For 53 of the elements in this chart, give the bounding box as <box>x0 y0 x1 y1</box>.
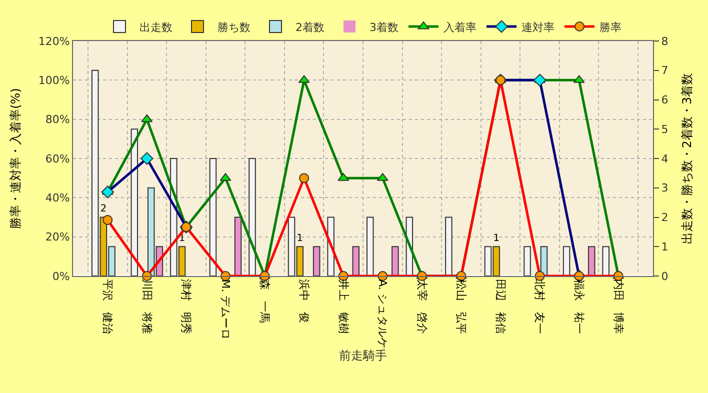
y-tick-label: 0% <box>52 270 70 283</box>
x-tick-label: 森 一馬 <box>258 279 272 324</box>
x-tick-label: 浜中 俊 <box>297 279 310 324</box>
x-tick-label: A. シュタルケ <box>376 279 390 349</box>
x-tick-label: 松山 弘平 <box>454 279 468 334</box>
x-tick-label: 内田 博幸 <box>612 279 625 334</box>
x-tick-label: 川田 将雅 <box>140 279 154 334</box>
y2-tick-label: 8 <box>661 34 668 48</box>
legend-label: 勝ち数 <box>218 20 250 34</box>
y-tick-label: 100% <box>38 74 70 88</box>
data-label: 1 <box>296 232 304 244</box>
bar <box>312 246 320 276</box>
legend-label: 勝率 <box>600 20 622 34</box>
x-tick-label: 太宰 啓介 <box>415 279 428 334</box>
y2-tick-label: 1 <box>661 240 668 254</box>
bar <box>602 246 610 276</box>
x-tick-label: 田辺 裕信 <box>494 279 507 334</box>
bar <box>366 216 374 276</box>
y-tick-label: 120% <box>38 34 70 48</box>
bar <box>392 246 399 276</box>
y2-tick-label: 4 <box>661 152 668 166</box>
y2-tick-label: 2 <box>661 211 668 224</box>
x-tick-label: 北村 友一 <box>533 279 546 334</box>
x-axis-title: 前走騎手 <box>339 348 387 363</box>
y2-tick-label: 7 <box>661 64 668 78</box>
legend-label: 3着数 <box>370 20 398 34</box>
bar <box>588 246 596 276</box>
bar <box>562 246 570 276</box>
x-tick-label: 井上 敏樹 <box>336 279 350 334</box>
y2-axis-title: 出走数・勝ち数・2着数・3着数 <box>680 72 694 244</box>
bar <box>234 216 242 276</box>
y-tick-label: 80% <box>45 113 70 126</box>
bar <box>445 216 452 276</box>
x-tick-label: 津村 明秀 <box>180 279 193 334</box>
legend-label: 連対率 <box>522 20 554 34</box>
data-label: 2 <box>100 204 107 215</box>
x-tick-label: M. デムーロ <box>218 279 232 340</box>
bar <box>248 158 256 276</box>
legend-label: 入着率 <box>444 20 476 34</box>
y2-tick-label: 3 <box>661 182 668 195</box>
y2-tick-label: 6 <box>661 94 668 107</box>
y-tick-label: 60% <box>45 152 70 166</box>
x-tick-label: 福永 祐一 <box>572 279 586 334</box>
y-tick-label: 40% <box>45 192 70 205</box>
x-tick-label: 平沢 健治 <box>101 279 114 334</box>
bar <box>352 246 360 276</box>
data-label: 1 <box>493 232 500 244</box>
legend-label: 2着数 <box>296 20 324 34</box>
legend-label: 出走数 <box>140 20 172 34</box>
y-tick-label: 20% <box>45 230 70 244</box>
y-axis-title: 勝率・連対率・入着率(%) <box>8 88 23 229</box>
y2-tick-label: 0 <box>661 270 668 283</box>
y2-tick-label: 5 <box>661 122 668 136</box>
